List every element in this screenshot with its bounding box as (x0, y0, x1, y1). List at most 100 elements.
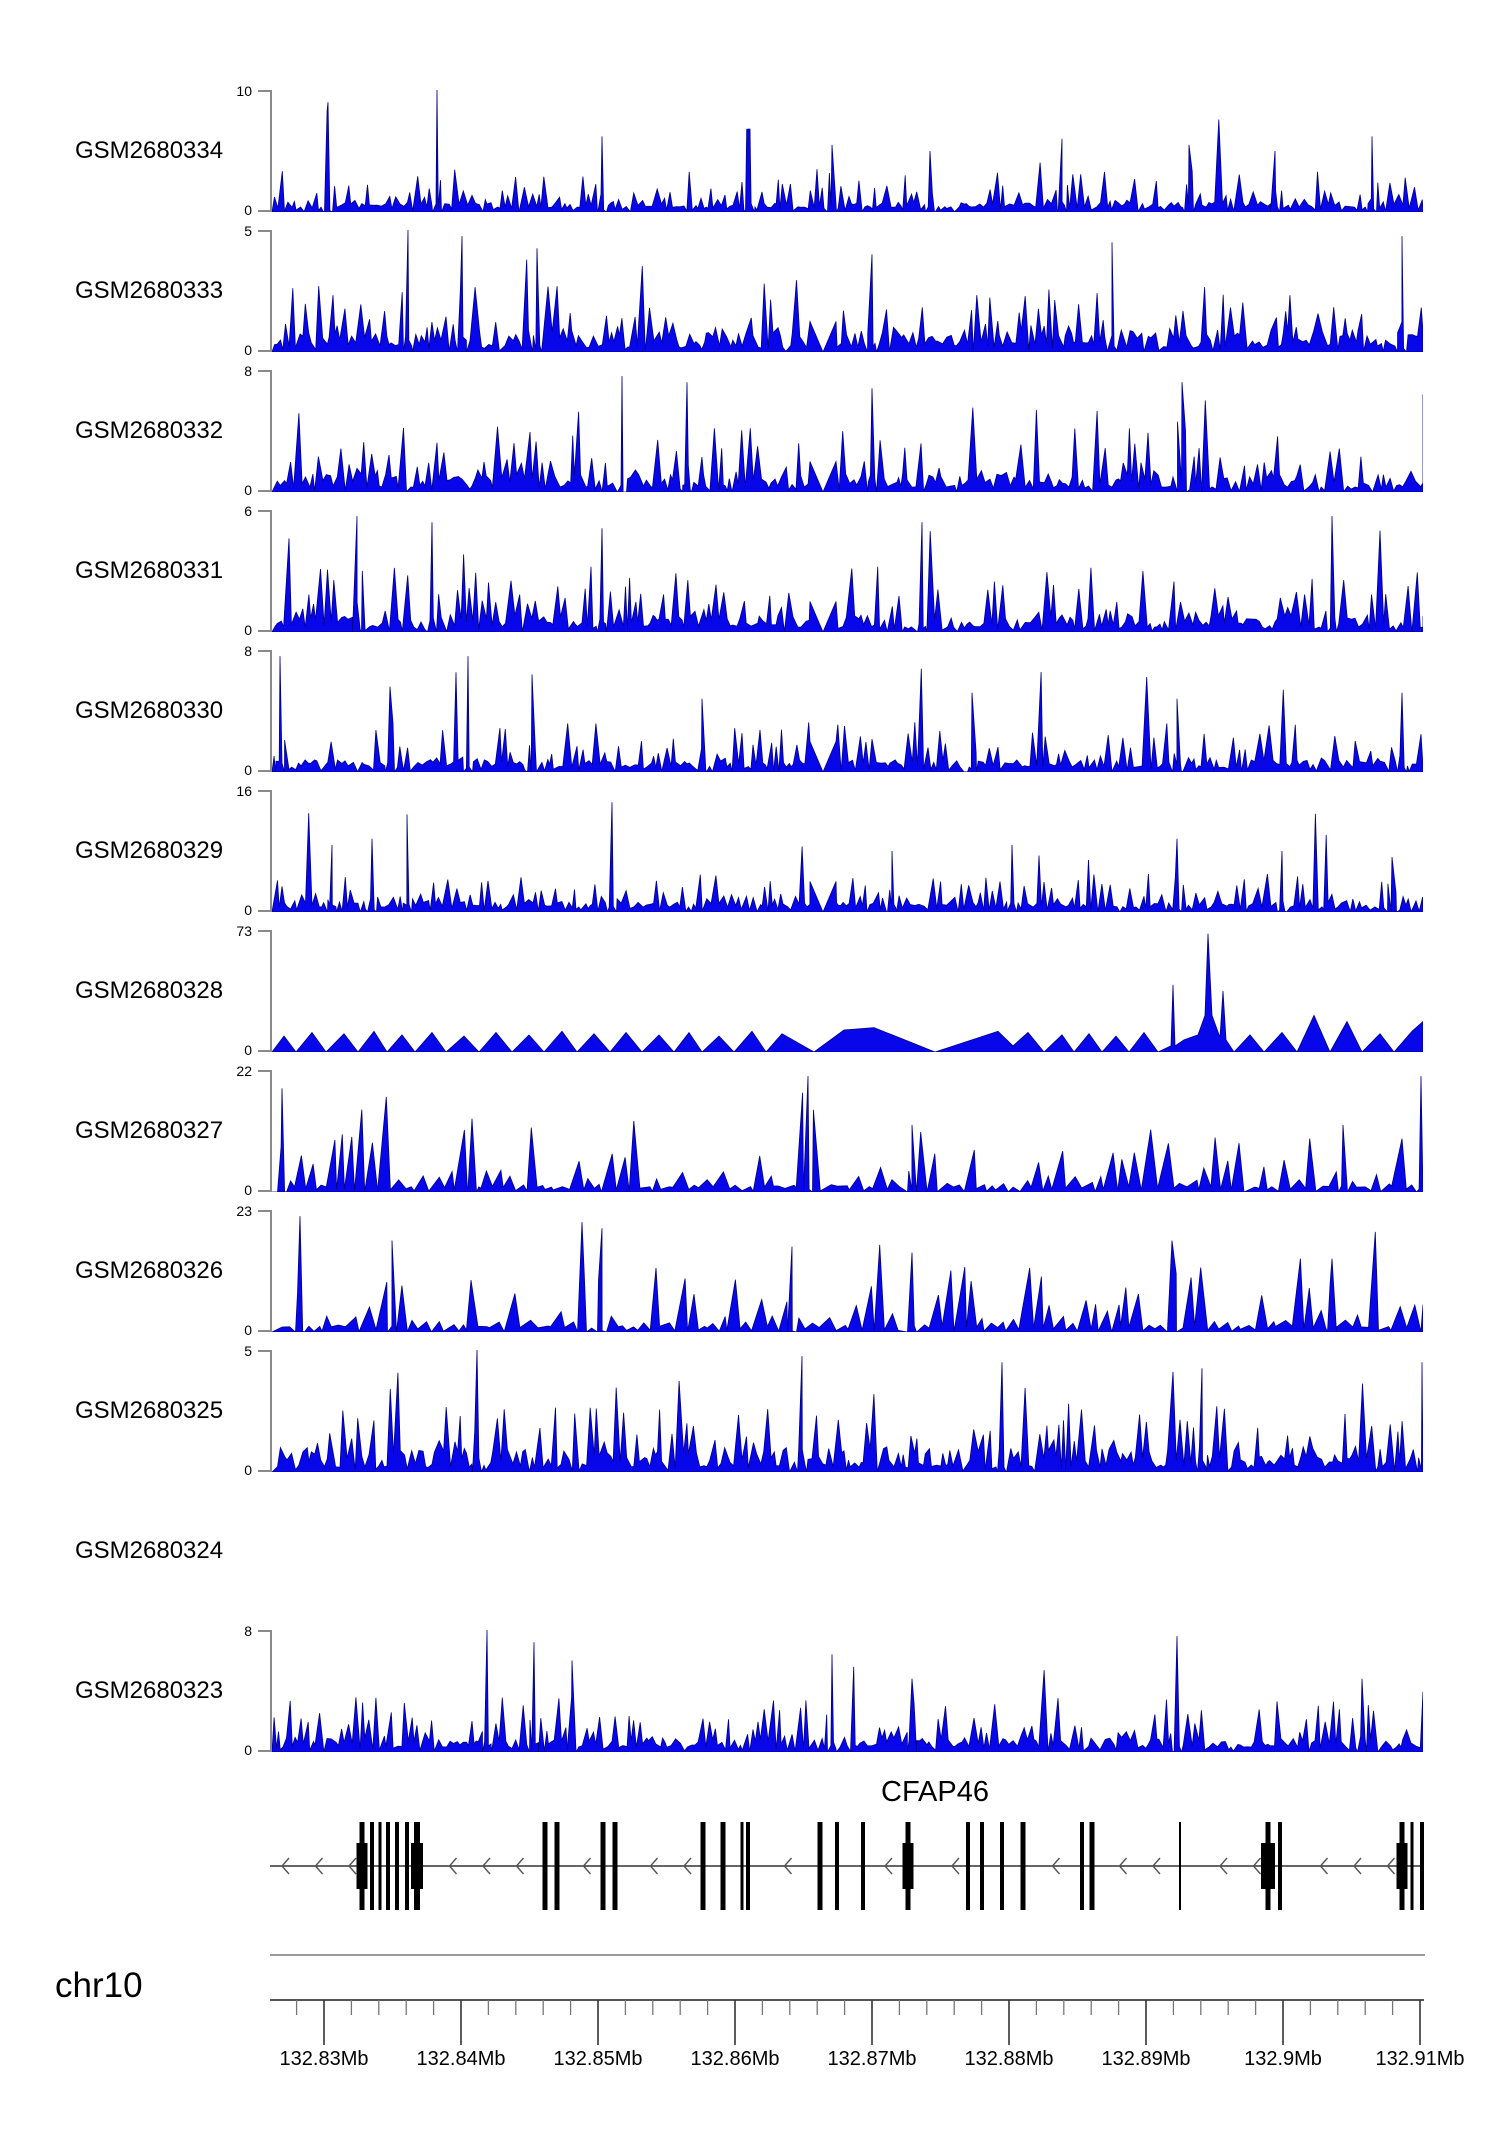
coverage-area (272, 90, 1423, 212)
coverage-area (272, 1216, 1423, 1332)
y-axis-tick-bottom (258, 1330, 270, 1332)
coverage-area (272, 376, 1423, 492)
y-axis-max-label: 8 (244, 643, 252, 659)
coverage-polygon (272, 802, 1423, 912)
exon-bar (817, 1822, 823, 1910)
gene-name-label: CFAP46 (881, 1776, 989, 1808)
coverage-area (272, 802, 1423, 912)
exon-bar (746, 1822, 750, 1910)
exon-bar (600, 1822, 606, 1910)
y-axis-tick-bottom (258, 1750, 270, 1752)
y-axis-zero-label: 0 (244, 1042, 252, 1058)
coverage-area (272, 1076, 1423, 1192)
track-y-axis (270, 510, 272, 632)
exon-bar (1000, 1822, 1004, 1910)
exon-bar (835, 1822, 839, 1910)
y-axis-tick-top (258, 1210, 270, 1212)
y-axis-tick-bottom (258, 770, 270, 772)
strand-arrow-left-icon (515, 1857, 525, 1875)
strand-arrow-left-icon (683, 1857, 692, 1875)
track-label: GSM2680323 (75, 1677, 224, 1704)
exon-cds-block (356, 1843, 368, 1889)
y-axis-max-label: 73 (236, 923, 252, 939)
y-axis-zero-label: 0 (244, 1322, 252, 1338)
strand-arrow-left-icon (1252, 1857, 1262, 1875)
exon-bar (700, 1822, 706, 1910)
strand-arrow-left-icon (884, 1857, 893, 1875)
coverage-area (272, 230, 1423, 352)
axis-tick-label: 132.91Mb (1375, 2048, 1465, 2070)
strand-arrow-left-icon (1219, 1857, 1228, 1875)
track-label: GSM2680327 (75, 1117, 224, 1144)
axis-tick-label: 132.86Mb (690, 2048, 780, 2070)
exon-bar (1420, 1822, 1424, 1910)
exon-bar (980, 1822, 984, 1910)
track-y-axis (270, 1350, 272, 1472)
y-axis-tick-bottom (258, 210, 270, 212)
track-label: GSM2680333 (75, 277, 224, 304)
y-axis-zero-label: 0 (244, 762, 252, 778)
coverage-area (272, 1630, 1423, 1752)
strand-arrow-left-icon (482, 1857, 491, 1875)
y-axis-tick-bottom (258, 490, 270, 492)
track-label: GSM2680329 (75, 837, 224, 864)
axis-tick-label: 132.83Mb (279, 2048, 369, 2070)
coverage-polygon (272, 516, 1423, 632)
y-axis-zero-label: 0 (244, 1182, 252, 1198)
track-y-axis (270, 650, 272, 772)
strand-arrow-left-icon (348, 1857, 357, 1875)
track-label: GSM2680326 (75, 1257, 224, 1284)
y-axis-tick-top (258, 1070, 270, 1072)
strand-arrow-left-icon (1319, 1857, 1329, 1875)
coverage-area (272, 1350, 1423, 1472)
separator-line (270, 1954, 1425, 1956)
axis-tick-label: 132.85Mb (553, 2048, 643, 2070)
exon-bar (554, 1822, 560, 1910)
y-axis-tick-bottom (258, 1050, 270, 1052)
genome-axis (270, 1999, 1424, 2045)
strand-arrow-left-icon (951, 1857, 960, 1875)
y-axis-tick-top (258, 90, 270, 92)
y-axis-tick-top (258, 1350, 270, 1352)
y-axis-max-label: 16 (236, 783, 252, 799)
strand-arrow-left-icon (582, 1857, 592, 1875)
y-axis-tick-bottom (258, 350, 270, 352)
exon-bar (378, 1822, 382, 1910)
y-axis-zero-label: 0 (244, 622, 252, 638)
strand-arrow-left-icon (649, 1857, 659, 1875)
track-y-axis (270, 1070, 272, 1192)
y-axis-max-label: 10 (236, 83, 252, 99)
y-axis-max-label: 5 (244, 223, 252, 239)
coverage-polygon (272, 90, 1423, 212)
y-axis-max-label: 5 (244, 1343, 252, 1359)
y-axis-max-label: 23 (236, 1203, 252, 1219)
axis-tick-label: 132.9Mb (1244, 2048, 1322, 2070)
axis-tick-label: 132.89Mb (1101, 2048, 1191, 2070)
y-axis-zero-label: 0 (244, 1742, 252, 1758)
y-axis-max-label: 8 (244, 1623, 252, 1639)
track-label: GSM2680325 (75, 1397, 224, 1424)
exon-bar (1278, 1822, 1282, 1910)
y-axis-tick-top (258, 790, 270, 792)
exon-bar (740, 1822, 744, 1910)
exon-bar (405, 1822, 409, 1910)
coverage-polygon (272, 230, 1423, 352)
y-axis-tick-bottom (258, 1470, 270, 1472)
exon-bar (542, 1822, 548, 1910)
exon-bar (1410, 1822, 1414, 1910)
exon-bar (720, 1822, 726, 1910)
y-axis-tick-top (258, 370, 270, 372)
strand-arrow-left-icon (1386, 1857, 1396, 1875)
y-axis-max-label: 8 (244, 363, 252, 379)
coverage-polygon (272, 933, 1423, 1052)
strand-arrow-left-icon (783, 1857, 793, 1875)
y-axis-tick-top (258, 930, 270, 932)
coverage-polygon (272, 656, 1423, 772)
y-axis-tick-top (258, 510, 270, 512)
exon-bar (1089, 1822, 1095, 1910)
track-label: GSM2680324 (75, 1537, 224, 1564)
strand-arrow-left-icon (1051, 1857, 1061, 1875)
gene-model-track (270, 1822, 1424, 1910)
exon-cds-block (902, 1843, 914, 1889)
